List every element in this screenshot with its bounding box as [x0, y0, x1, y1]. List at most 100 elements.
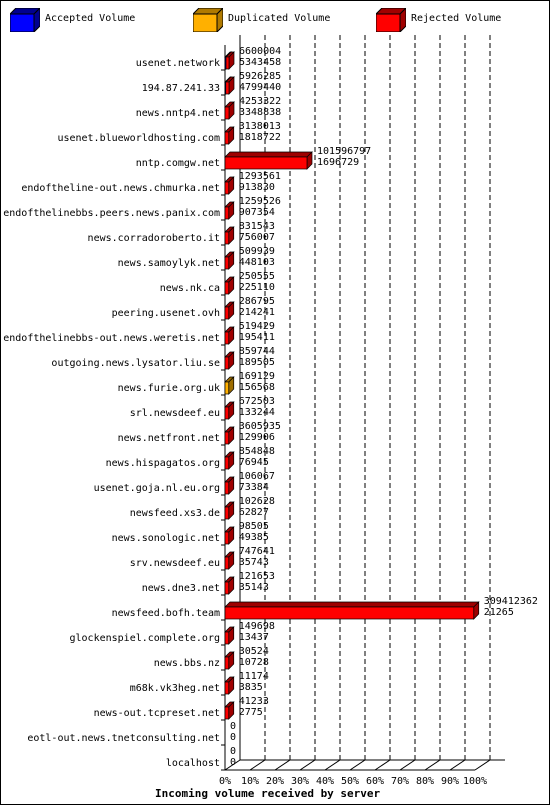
- bar-rejected: [224, 606, 475, 620]
- floor-tick: [324, 759, 341, 771]
- category-label: endoftheline-out.news.chmurka.net: [21, 183, 220, 194]
- volume-accepted-label: 756007: [239, 232, 275, 243]
- volume-total-label: 519429: [239, 321, 275, 332]
- volume-accepted-label: 49385: [239, 532, 269, 543]
- category-label: srl.newsdeef.eu: [130, 408, 220, 419]
- category-label: news.bbs.nz: [154, 658, 220, 669]
- volume-total-label: 286795: [239, 296, 275, 307]
- volume-accepted-label: 13437: [239, 632, 269, 643]
- bar-duplicated: [224, 381, 230, 395]
- floor-tick: [449, 759, 466, 771]
- volume-total-label: 1293561: [239, 171, 281, 182]
- legend-item-duplicated: Duplicated Volume: [191, 6, 330, 34]
- floor-tick: [274, 759, 291, 771]
- bar-rejected: [224, 306, 230, 320]
- bar-rejected: [225, 56, 230, 70]
- volume-total-label: 0: [230, 721, 236, 732]
- x-tick-label: 30%: [291, 776, 309, 787]
- volume-accepted-label: 133244: [239, 407, 275, 418]
- volume-total-label: 98505: [239, 521, 269, 532]
- volume-accepted-label: 0: [230, 757, 236, 768]
- x-tick-label: 40%: [316, 776, 334, 787]
- volume-total-label: 3605935: [239, 421, 281, 432]
- volume-accepted-label: 62827: [239, 507, 269, 518]
- volume-accepted-label: 3348838: [239, 107, 281, 118]
- volume-total-label: 149698: [239, 621, 275, 632]
- volume-accepted-label: 225110: [239, 282, 275, 293]
- red-cube-icon: [374, 6, 408, 34]
- bar-rejected: [224, 706, 230, 720]
- bar-rejected: [224, 281, 230, 295]
- legend-item-accepted: Accepted Volume: [8, 6, 135, 34]
- category-label: news.corradoroberto.it: [88, 233, 220, 244]
- category-label: news.dne3.net: [142, 583, 220, 594]
- category-label: 194.87.241.33: [142, 83, 220, 94]
- category-label: news.nk.ca: [160, 283, 220, 294]
- volume-accepted-label: 35143: [239, 582, 269, 593]
- volume-accepted-label: 76945: [239, 457, 269, 468]
- bar-rejected: [224, 531, 230, 545]
- volume-total-label: 3138013: [239, 121, 281, 132]
- volume-total-label: 11174: [239, 671, 269, 682]
- volume-accepted-label: 3835: [239, 682, 263, 693]
- floor-tick: [399, 759, 416, 771]
- volume-accepted-label: 5343458: [239, 57, 281, 68]
- volume-total-label: 41233: [239, 696, 269, 707]
- category-label: peering.usenet.ovh: [112, 308, 220, 319]
- x-tick-label: 80%: [416, 776, 434, 787]
- volume-total-label: 309412362: [484, 596, 538, 607]
- volume-accepted-label: 448103: [239, 257, 275, 268]
- bar-top-rejected: [224, 601, 480, 608]
- x-tick-label: 100%: [463, 776, 487, 787]
- category-label: newsfeed.xs3.de: [130, 508, 220, 519]
- bar-rejected: [224, 456, 230, 470]
- volume-accepted-label: 913830: [239, 182, 275, 193]
- volume-total-label: 6600004: [239, 46, 281, 57]
- bar-rejected: [225, 81, 230, 95]
- volume-total-label: 4253322: [239, 96, 281, 107]
- volume-total-label: 747641: [239, 546, 275, 557]
- volume-accepted-label: 195411: [239, 332, 275, 343]
- chart-title: Incoming volume received by server: [155, 787, 381, 800]
- x-tick-label: 50%: [341, 776, 359, 787]
- x-tick-label: 70%: [391, 776, 409, 787]
- floor-tick: [224, 759, 241, 771]
- volume-total-label: 102628: [239, 496, 275, 507]
- volume-accepted-label: 21265: [484, 607, 514, 618]
- volume-total-label: 30524: [239, 646, 269, 657]
- x-tick-label: 10%: [241, 776, 259, 787]
- bar-rejected: [224, 481, 230, 495]
- category-label: news.hispagatos.org: [106, 458, 220, 469]
- bar-rejected: [224, 131, 230, 145]
- floor-tick: [474, 759, 491, 771]
- bar-rejected: [224, 106, 230, 120]
- x-tick-label: 60%: [366, 776, 384, 787]
- bar-rejected: [224, 431, 230, 445]
- blue-cube-icon: [8, 6, 42, 34]
- volume-total-label: 1259526: [239, 196, 281, 207]
- floor-tick: [424, 759, 441, 771]
- volume-total-label: 169129: [239, 371, 275, 382]
- bar-top-rejected: [224, 151, 313, 158]
- category-label: srv.newsdeef.eu: [130, 558, 220, 569]
- volume-total-label: 0: [230, 746, 236, 757]
- floor-tick: [249, 759, 266, 771]
- volume-accepted-label: 156568: [239, 382, 275, 393]
- category-label: newsfeed.bofh.team: [112, 608, 220, 619]
- floor-tick: [374, 759, 391, 771]
- volume-accepted-label: 35743: [239, 557, 269, 568]
- orange-cube-icon: [191, 6, 225, 34]
- bar-rejected: [224, 556, 230, 570]
- category-label: news.furie.org.uk: [118, 383, 220, 394]
- bar-rejected: [224, 506, 230, 520]
- x-tick-label: 0%: [219, 776, 231, 787]
- volume-accepted-label: 189505: [239, 357, 275, 368]
- volume-accepted-label: 907354: [239, 207, 275, 218]
- category-label: outgoing.news.lysator.liu.se: [51, 358, 220, 369]
- category-label: nntp.comgw.net: [136, 158, 220, 169]
- volume-accepted-label: 4799440: [239, 82, 281, 93]
- legend-label-accepted: Accepted Volume: [45, 13, 136, 24]
- bar-rejected: [224, 156, 308, 170]
- volume-total-label: 859744: [239, 346, 275, 357]
